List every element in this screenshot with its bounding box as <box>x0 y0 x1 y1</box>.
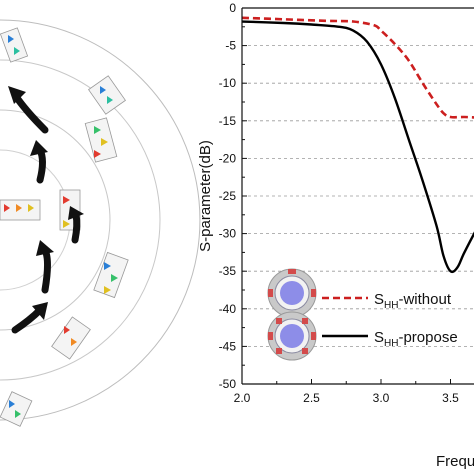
legend-icon-without <box>267 268 317 318</box>
arrow-heads <box>8 86 84 320</box>
x-tick-labels: 2.0 2.5 3.0 3.5 <box>234 391 460 405</box>
element-block-3 <box>93 251 129 299</box>
x-tick-label: 2.0 <box>234 391 251 405</box>
y-tick-label: -10 <box>219 76 237 90</box>
legend-item-proposed: SHH-propose <box>267 311 458 361</box>
inner-ring <box>0 109 111 331</box>
outer-ring <box>0 19 201 421</box>
arrow-3 <box>41 246 51 294</box>
y-tick-labels: 0 -5 -10 -15 -20 -25 -30 -35 -40 -45 -50 <box>219 1 237 391</box>
y-tick-label: -45 <box>219 339 237 353</box>
x-axis-label: Freque <box>436 453 474 470</box>
y-tick-label: -15 <box>219 114 237 128</box>
x-tick-label: 3.5 <box>442 391 459 405</box>
field-simulation-icon <box>0 19 201 427</box>
legend-label-without: SHH-without <box>374 291 452 311</box>
arrow-1 <box>11 91 49 134</box>
middle-ring <box>0 59 161 381</box>
legend-icon-proposed <box>267 311 317 361</box>
legend: SHH-without SHH-propose <box>267 268 458 361</box>
y-tick-label: -30 <box>219 227 237 241</box>
y-tick-label: -25 <box>219 189 237 203</box>
element-block-6 <box>0 199 41 221</box>
series-group <box>242 16 474 274</box>
legend-item-without: SHH-without <box>267 268 452 318</box>
legend-label-proposed: SHH-propose <box>374 329 458 349</box>
axes <box>241 7 474 385</box>
element-block-5 <box>0 391 33 427</box>
series-line-proposed <box>242 20 474 274</box>
y-tick-label: -5 <box>225 39 236 53</box>
element-block-1 <box>0 27 29 63</box>
y-tick-label: -40 <box>219 302 237 316</box>
y-tick-label: -35 <box>219 264 237 278</box>
y-tick-label: 0 <box>229 1 236 15</box>
x-tick-label: 3.0 <box>373 391 390 405</box>
arrow-2 <box>36 146 46 184</box>
y-tick-label: -50 <box>219 377 237 391</box>
element-block-2 <box>84 117 118 163</box>
element-block-8 <box>51 316 91 360</box>
element-block-7 <box>88 75 126 115</box>
y-axis-label: S-parameter(dB) <box>197 140 214 252</box>
arrow-5 <box>71 211 81 244</box>
x-tick-label: 2.5 <box>303 391 320 405</box>
y-tick-label: -20 <box>219 151 237 165</box>
series-line-without <box>242 16 474 119</box>
s-parameter-chart: 0 -5 -10 -15 -20 -25 -30 -35 -40 -45 -50 2.0 2.5 3.0… <box>197 1 474 470</box>
